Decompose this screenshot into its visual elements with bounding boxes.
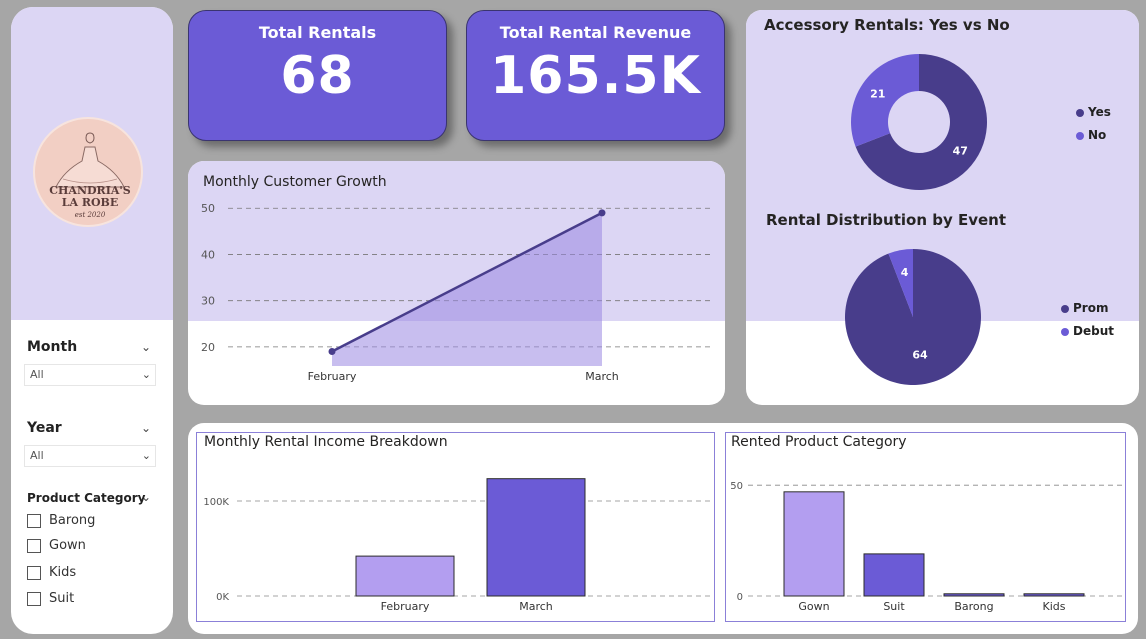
legend-label: Prom — [1073, 301, 1109, 315]
slice-data-label: 47 — [953, 144, 968, 157]
month-dropdown[interactable]: All ⌄ — [24, 364, 156, 386]
x-tick-label: Kids — [1043, 600, 1066, 613]
month-filter-label: Month — [27, 339, 78, 355]
bar — [355, 555, 455, 597]
option-label: Suit — [49, 591, 75, 606]
x-tick-label: March — [585, 370, 619, 383]
option-label: Kids — [49, 565, 77, 580]
bar — [943, 593, 1005, 597]
category-option-barong[interactable]: Barong — [27, 513, 95, 528]
legend-label: Yes — [1088, 105, 1111, 119]
slice-data-label: 64 — [912, 348, 928, 361]
customer-growth-chart: 20 30 40 50 February March — [188, 161, 725, 383]
bar — [863, 553, 925, 597]
legend-no[interactable]: No — [1076, 128, 1106, 142]
bar — [486, 478, 586, 597]
customer-growth-panel: 20 30 40 50 February March Monthly Customer … — [188, 161, 725, 405]
legend-yes[interactable]: Yes — [1076, 105, 1111, 119]
x-tick-label: Barong — [954, 600, 993, 613]
year-collapse-icon[interactable]: ⌄ — [141, 421, 152, 435]
chart-title: Rented Product Category — [731, 434, 907, 450]
y-tick-label: 20 — [201, 341, 215, 354]
checkbox[interactable] — [27, 591, 41, 606]
pie-slice — [850, 54, 919, 147]
brand-name-line1: CHANDRIA'S — [49, 184, 131, 197]
category-collapse-icon[interactable]: ⌄ — [141, 490, 152, 504]
bar — [1023, 593, 1085, 597]
y-tick-label: 30 — [201, 295, 215, 308]
kpi-title: Total Rentals — [258, 23, 377, 42]
data-point — [328, 348, 336, 356]
y-tick-label: 50 — [201, 202, 215, 215]
series-line — [331, 211, 603, 353]
checkbox[interactable] — [27, 565, 41, 580]
kpi-value: 68 — [280, 46, 355, 106]
bar — [783, 491, 845, 597]
pie-slice — [888, 249, 913, 317]
category-chart-box: Rented Product Category 0 50 Gown Suit Baron… — [725, 432, 1126, 622]
legend-swatch — [1076, 108, 1084, 117]
slice-data-label: 21 — [870, 88, 885, 101]
dress-icon — [55, 132, 125, 188]
legend-label: No — [1088, 128, 1107, 142]
kpi-card-total-rentals: Total Rentals 68 — [188, 10, 447, 141]
y-tick-label: 40 — [201, 248, 215, 261]
filter-sidebar: CHANDRIA'S LA ROBE est 2020 Month ⌄ All … — [11, 7, 173, 634]
year-dropdown[interactable]: All ⌄ — [24, 445, 156, 467]
income-chart-box: Monthly Rental Income Breakdown 0K 100K Fe… — [196, 432, 715, 622]
pie-slice — [855, 54, 987, 191]
kpi-title: Total Rental Revenue — [499, 23, 692, 42]
product-category-filter-label: Product Category — [27, 491, 146, 505]
chart-title: Monthly Rental Income Breakdown — [204, 434, 448, 450]
chart-title: Monthly Customer Growth — [203, 174, 387, 190]
brand-name-line2: LA ROBE — [61, 196, 119, 209]
month-collapse-icon[interactable]: ⌄ — [141, 340, 152, 354]
x-tick-label: Gown — [798, 600, 829, 613]
option-label: Gown — [49, 538, 86, 553]
chevron-down-icon: ⌄ — [141, 449, 151, 462]
legend-swatch — [1076, 131, 1084, 140]
checkbox[interactable] — [27, 538, 41, 553]
x-tick-label: February — [381, 600, 430, 613]
income-bar-chart: 0K 100K February March — [203, 478, 712, 613]
month-dropdown-value: All — [30, 368, 44, 381]
event-chart-title: Rental Distribution by Event — [766, 211, 1007, 229]
legend-prom[interactable]: Prom — [1061, 301, 1108, 315]
year-filter-label: Year — [27, 420, 62, 436]
chevron-down-icon: ⌄ — [141, 368, 151, 381]
accessory-chart-title: Accessory Rentals: Yes vs No — [764, 16, 1010, 34]
x-tick-label: Suit — [883, 600, 905, 613]
area-fill — [332, 212, 602, 366]
x-tick-label: February — [308, 370, 357, 383]
y-tick-label: 100K — [203, 497, 229, 508]
year-dropdown-value: All — [30, 449, 44, 462]
category-option-gown[interactable]: Gown — [27, 538, 86, 553]
category-option-suit[interactable]: Suit — [27, 591, 74, 606]
legend-debut[interactable]: Debut — [1061, 324, 1114, 338]
brand-logo: CHANDRIA'S LA ROBE est 2020 — [33, 117, 143, 227]
kpi-value: 165.5K — [490, 46, 701, 106]
slice-data-label: 4 — [901, 266, 909, 279]
legend-swatch — [1061, 304, 1069, 313]
kpi-card-total-revenue: Total Rental Revenue 165.5K — [466, 10, 725, 141]
option-label: Barong — [49, 513, 96, 528]
y-tick-label: 0K — [216, 592, 229, 603]
legend-label: Debut — [1073, 324, 1114, 338]
checkbox[interactable] — [27, 513, 41, 528]
legend-swatch — [1061, 327, 1069, 336]
x-tick-label: March — [519, 600, 553, 613]
category-bar-chart: 0 50 Gown Suit Barong Kids — [730, 481, 1123, 613]
pie-charts-svg: 47 21 64 4 — [845, 54, 987, 386]
brand-est: est 2020 — [74, 211, 106, 219]
pie-charts-panel: Accessory Rentals: Yes vs No 47 21 64 4 Ye… — [746, 10, 1139, 405]
y-tick-label: 0 — [737, 592, 743, 603]
data-point — [598, 209, 606, 217]
category-option-kids[interactable]: Kids — [27, 565, 76, 580]
y-tick-label: 50 — [730, 481, 743, 492]
